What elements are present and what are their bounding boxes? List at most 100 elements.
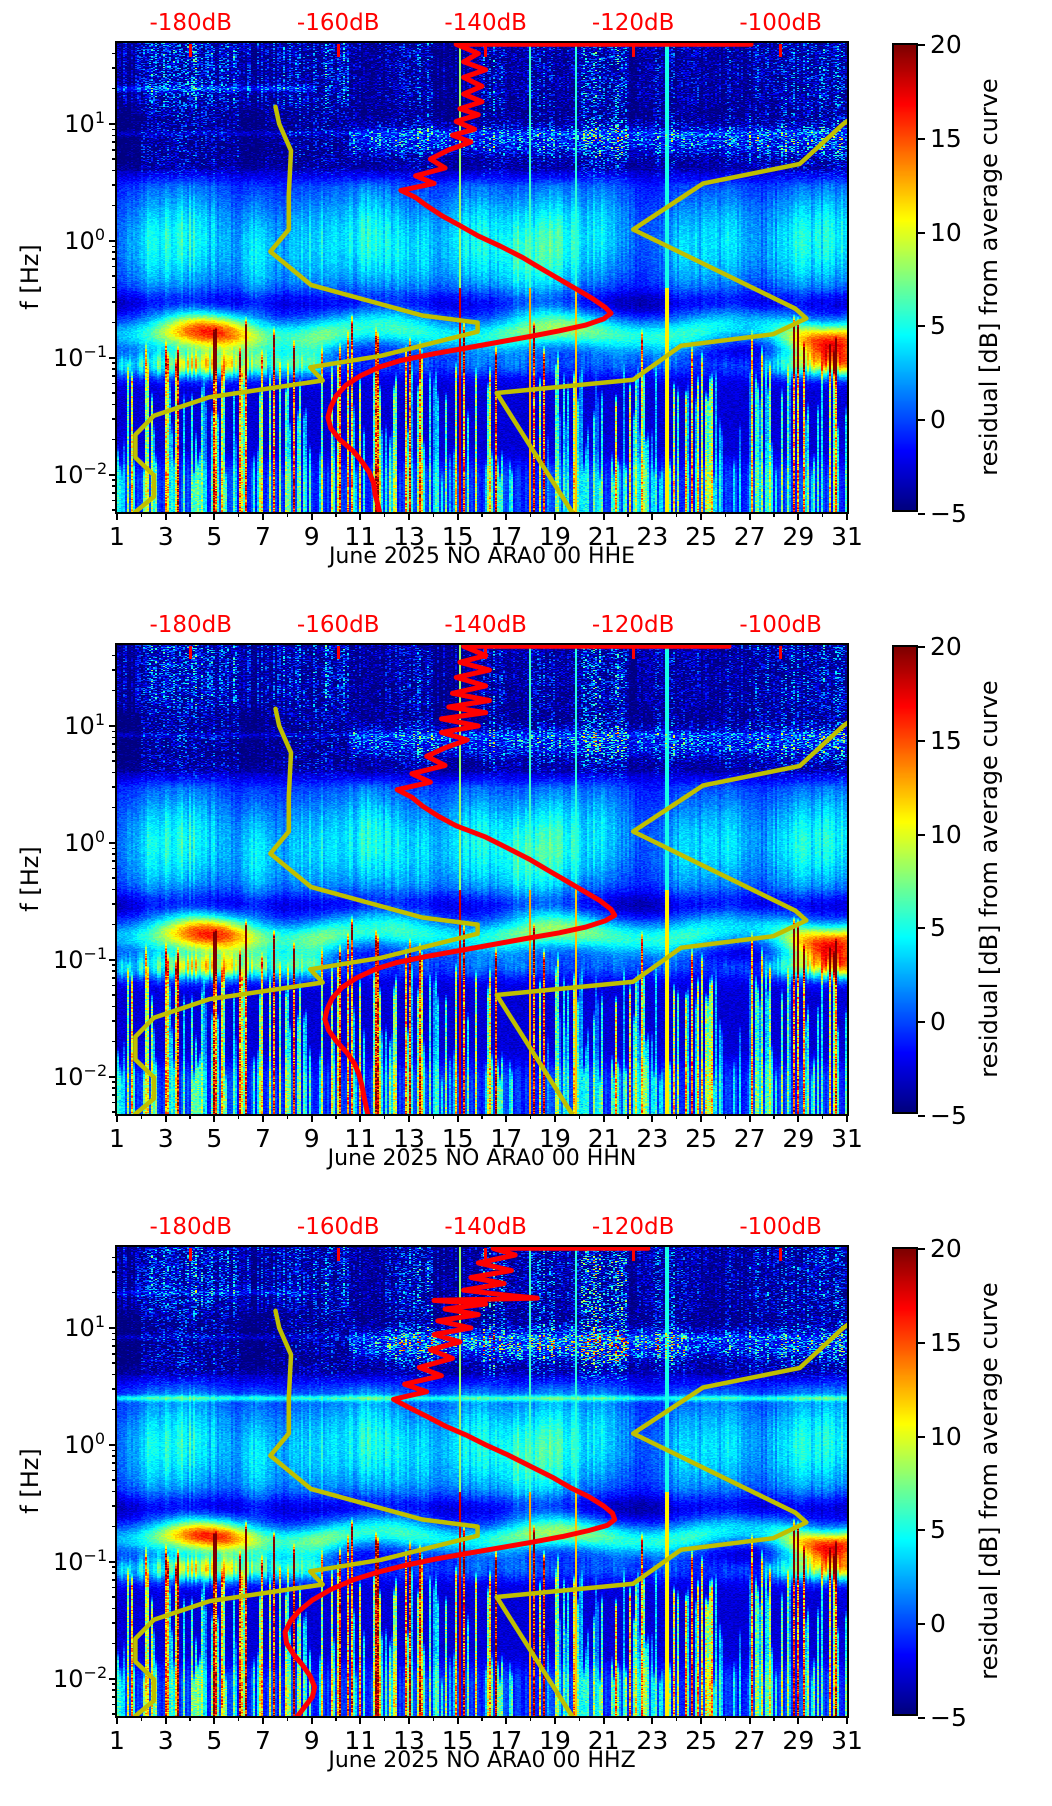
x-tick-label: 7 — [255, 522, 271, 551]
x-tick-label: 9 — [303, 522, 320, 551]
x-major-tick — [310, 1114, 313, 1122]
colorbar-tick-label: 15 — [930, 123, 962, 153]
y-minor-tick — [112, 654, 117, 657]
curves-overlay-hhn — [133, 645, 847, 1114]
y-minor-tick — [112, 1622, 117, 1624]
colorbar-label: residual [dB] from average curve — [975, 1282, 1003, 1680]
y-tick-label: 101 — [64, 107, 105, 138]
colorbar-tick-label: 10 — [930, 819, 962, 849]
y-minor-tick — [112, 888, 117, 891]
y-major-tick — [109, 473, 117, 476]
x-minor-tick — [578, 512, 581, 517]
y-minor-tick — [112, 266, 117, 268]
x-major-tick — [456, 512, 459, 520]
y-minor-tick — [112, 1566, 117, 1568]
y-minor-tick — [112, 994, 117, 996]
y-major-tick — [109, 356, 117, 359]
x-minor-tick — [335, 1114, 337, 1119]
x-major-tick — [846, 512, 848, 520]
x-tick-label: 19 — [539, 1726, 571, 1755]
x-minor-tick — [481, 512, 483, 517]
colorbar-tick-label: 10 — [930, 1421, 962, 1451]
x-major-tick — [116, 1114, 118, 1122]
x-minor-tick — [773, 512, 775, 517]
y-minor-tick — [112, 760, 117, 762]
x-major-tick — [602, 512, 605, 520]
y-minor-tick — [112, 134, 117, 136]
y-minor-tick — [112, 1449, 117, 1451]
x-minor-tick — [724, 512, 727, 517]
x-major-tick — [213, 1114, 216, 1122]
y-minor-tick — [112, 1462, 117, 1464]
x-major-tick — [359, 1716, 362, 1724]
x-minor-tick — [140, 1716, 143, 1721]
colorbar-tick — [918, 739, 925, 742]
x-major-tick — [456, 1716, 459, 1724]
colorbar-tick — [918, 1021, 925, 1024]
x-major-tick — [846, 1716, 848, 1724]
y-minor-tick — [112, 1256, 117, 1259]
y-minor-tick — [112, 392, 117, 394]
y-tick-label: 10−2 — [53, 1060, 108, 1091]
top-db-label: -100dB — [739, 612, 822, 638]
colorbar-tick-label: −5 — [930, 499, 967, 528]
x-major-tick — [359, 1114, 362, 1122]
top-db-tick — [779, 1248, 783, 1261]
x-tick-label: 19 — [539, 522, 571, 551]
x-minor-tick — [773, 1716, 775, 1721]
colorbar-tick — [918, 1115, 925, 1117]
colorbar-tick — [918, 1717, 925, 1719]
x-tick-label: 13 — [393, 1124, 425, 1153]
x-major-tick — [505, 1716, 508, 1724]
x-tick-label: 9 — [303, 1124, 320, 1153]
y-minor-tick — [112, 1111, 117, 1113]
x-minor-tick — [724, 1114, 727, 1119]
y-tick-label: 100 — [64, 224, 105, 255]
x-tick-label: 29 — [782, 522, 815, 551]
low-noise-model-curve — [133, 1308, 480, 1716]
colorbar-gradient — [894, 1249, 916, 1714]
x-minor-tick — [335, 1716, 337, 1721]
top-db-tick — [631, 1248, 635, 1261]
x-tick-label: 5 — [206, 1726, 223, 1755]
x-tick-label: 29 — [782, 1124, 815, 1153]
x-major-tick — [651, 1114, 654, 1122]
x-major-tick — [748, 1114, 751, 1122]
x-major-tick — [700, 512, 702, 520]
x-tick-label: 17 — [490, 522, 523, 551]
y-minor-tick — [112, 67, 117, 69]
y-tick-label: 100 — [64, 826, 105, 857]
x-minor-tick — [676, 1716, 678, 1721]
x-minor-tick — [238, 512, 240, 517]
y-minor-tick — [112, 1005, 117, 1007]
top-db-label: -100dB — [739, 10, 822, 36]
low-noise-model-curve — [133, 104, 480, 512]
colorbar-tick — [918, 1435, 925, 1438]
y-axis-label: f [Hz] — [16, 1448, 44, 1514]
top-db-label: -120dB — [591, 1214, 675, 1240]
spectrogram-heatmap-hhz — [117, 1247, 847, 1716]
colorbar-tick — [918, 419, 925, 422]
curves-overlay-hhz — [133, 1247, 847, 1716]
panel-hhn: f [Hz] June 2025 NO ARA0 00 HHN residual… — [16, 612, 1003, 1171]
colorbar-tick — [918, 1248, 925, 1250]
x-minor-tick — [189, 1114, 191, 1119]
x-major-tick — [505, 512, 508, 520]
y-minor-tick — [112, 1596, 117, 1598]
x-major-tick — [262, 512, 264, 520]
y-minor-tick — [112, 1579, 117, 1581]
x-major-tick — [408, 1716, 410, 1724]
top-db-label: -180dB — [149, 612, 233, 638]
x-axis-title-hhe: June 2025 NO ARA0 00 HHE — [328, 544, 636, 569]
x-tick-label: 5 — [206, 1124, 223, 1153]
x-minor-tick — [286, 1716, 289, 1721]
x-minor-tick — [140, 512, 143, 517]
colorbar-tick-label: 0 — [930, 1609, 946, 1639]
x-major-tick — [797, 512, 800, 520]
top-db-tick — [484, 1248, 488, 1261]
x-axis-title-hhz: June 2025 NO ARA0 00 HHZ — [328, 1748, 636, 1773]
median-psd-curve-red — [325, 43, 754, 512]
colorbar-tick — [918, 513, 925, 515]
x-minor-tick — [286, 1114, 289, 1119]
x-major-tick — [505, 1114, 508, 1122]
